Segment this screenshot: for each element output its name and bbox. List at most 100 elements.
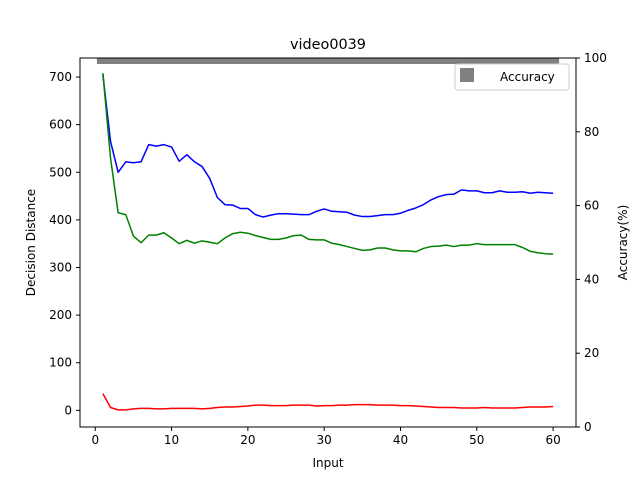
accuracy-marker [341, 58, 354, 64]
accuracy-marker [203, 58, 216, 64]
accuracy-marker [356, 58, 369, 64]
accuracy-marker [295, 58, 308, 64]
accuracy-marker [234, 58, 247, 64]
legend-box [454, 63, 570, 91]
accuracy-marker [417, 58, 430, 64]
accuracy-marker [104, 58, 117, 64]
series-line-1 [102, 74, 554, 218]
accuracy-marker [119, 58, 132, 64]
accuracy-marker [402, 58, 415, 64]
accuracy-marker [348, 58, 361, 64]
accuracy-marker [486, 58, 499, 64]
accuracy-marker [501, 58, 514, 64]
accuracy-marker [455, 58, 468, 64]
accuracy-marker [302, 58, 315, 64]
accuracy-marker [196, 58, 209, 64]
x-tick-label: 0 [91, 433, 99, 447]
y-tick-label: 200 [49, 308, 72, 322]
accuracy-marker [257, 58, 270, 64]
accuracy-marker [425, 58, 438, 64]
legend: Accuracy [454, 63, 570, 91]
accuracy-marker [531, 58, 544, 64]
plot-area [79, 57, 577, 428]
series-line-3 [102, 393, 554, 411]
accuracy-marker [165, 58, 178, 64]
y2-axis-ticks: 0 20 40 60 80 100 [576, 51, 607, 434]
y2-tick-label: 60 [584, 199, 599, 213]
y-tick-label: 700 [49, 70, 72, 84]
y2-tick-label: 0 [584, 420, 592, 434]
accuracy-marker [325, 58, 338, 64]
accuracy-marker [318, 58, 331, 64]
accuracy-marker [432, 58, 445, 64]
series-lines [102, 73, 554, 411]
accuracy-marker [150, 58, 163, 64]
accuracy-marker [539, 58, 552, 64]
accuracy-marker [508, 58, 521, 64]
x-tick-label: 40 [393, 433, 408, 447]
axes-frame [79, 57, 577, 428]
accuracy-marker [363, 58, 376, 64]
accuracy-marker [386, 58, 399, 64]
accuracy-marker [478, 58, 491, 64]
accuracy-marker [287, 58, 300, 64]
accuracy-marker [371, 58, 384, 64]
accuracy-marker [547, 58, 560, 64]
y2-tick-label: 100 [584, 51, 607, 65]
accuracy-marker [394, 58, 407, 64]
accuracy-marker [173, 58, 186, 64]
x-axis-label: Input [312, 456, 343, 470]
x-tick-label: 10 [164, 433, 179, 447]
accuracy-marker [142, 58, 155, 64]
accuracy-marker [112, 58, 125, 64]
accuracy-marker [218, 58, 231, 64]
accuracy-marker [264, 58, 277, 64]
accuracy-marker [127, 58, 140, 64]
y2-tick-label: 80 [584, 125, 599, 139]
y-axis-ticks: 0 100 200 300 400 500 600 700 [49, 70, 80, 417]
y-tick-label: 600 [49, 118, 72, 132]
accuracy-marker [226, 58, 239, 64]
accuracy-marker [96, 58, 109, 64]
x-axis-ticks: 0 10 20 30 40 50 60 [91, 427, 561, 447]
accuracy-markers [96, 58, 560, 64]
y-axis-label: Decision Distance [24, 189, 38, 296]
accuracy-marker [379, 58, 392, 64]
legend-label: Accuracy [500, 70, 555, 84]
y-tick-label: 300 [49, 260, 72, 274]
y-tick-label: 500 [49, 165, 72, 179]
legend-marker [460, 68, 474, 82]
chart-title: video0039 [290, 37, 366, 53]
accuracy-marker [310, 58, 323, 64]
y-tick-label: 100 [49, 356, 72, 370]
accuracy-marker [241, 58, 254, 64]
y-tick-label: 400 [49, 213, 72, 227]
accuracy-marker [524, 58, 537, 64]
accuracy-marker [272, 58, 285, 64]
y2-tick-label: 40 [584, 272, 599, 286]
accuracy-marker [493, 58, 506, 64]
accuracy-marker [440, 58, 453, 64]
x-tick-label: 20 [240, 433, 255, 447]
accuracy-marker [249, 58, 262, 64]
y2-tick-label: 20 [584, 346, 599, 360]
accuracy-marker [447, 58, 460, 64]
accuracy-marker [157, 58, 170, 64]
accuracy-marker [135, 58, 148, 64]
x-tick-label: 60 [545, 433, 560, 447]
x-tick-label: 50 [469, 433, 484, 447]
y-tick-label: 0 [64, 403, 72, 417]
accuracy-marker [409, 58, 422, 64]
accuracy-marker [180, 58, 193, 64]
accuracy-marker [516, 58, 529, 64]
y2-axis-label: Accuracy(%) [616, 205, 630, 281]
x-tick-label: 30 [317, 433, 332, 447]
accuracy-marker [188, 58, 201, 64]
accuracy-marker [470, 58, 483, 64]
accuracy-marker [280, 58, 293, 64]
accuracy-marker [463, 58, 476, 64]
accuracy-marker [211, 58, 224, 64]
series-line-2 [102, 73, 554, 255]
accuracy-marker [333, 58, 346, 64]
